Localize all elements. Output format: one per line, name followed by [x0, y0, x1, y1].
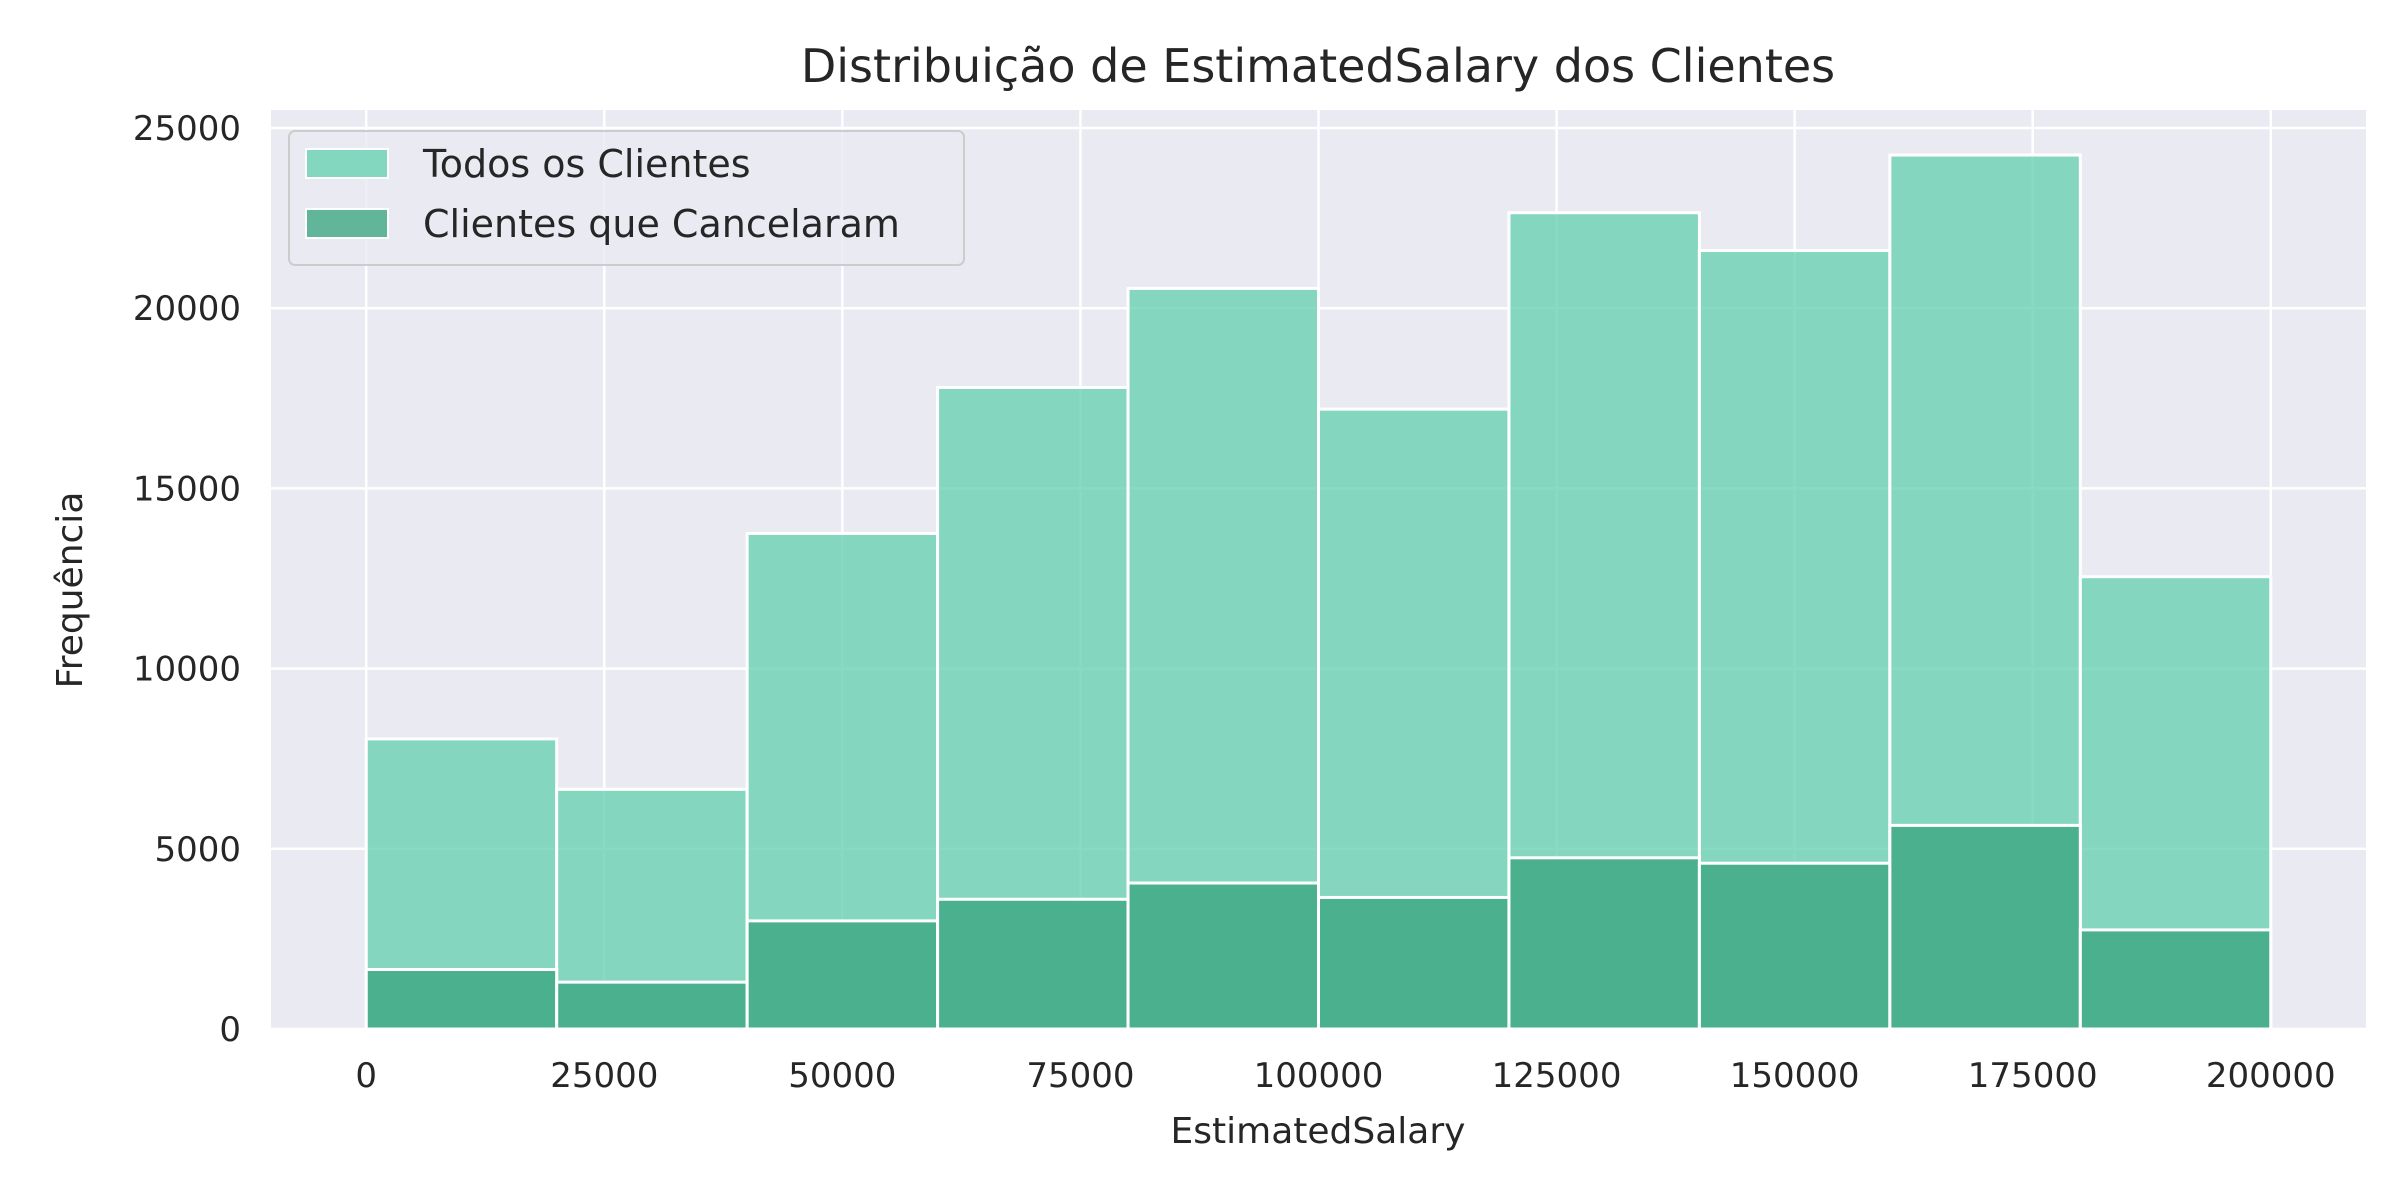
legend-label-all-clients: Todos os Clientes: [422, 142, 751, 186]
x-tick-label: 150000: [1730, 1056, 1860, 1096]
legend: Todos os Clientes Clientes que Cancelara…: [288, 130, 965, 266]
x-tick-label: 200000: [2206, 1056, 2336, 1096]
x-tick-label: 100000: [1254, 1056, 1384, 1096]
y-tick-label: 5000: [154, 830, 241, 870]
legend-swatch-churned-clients: [305, 208, 389, 239]
y-tick-label: 20000: [133, 289, 241, 329]
x-tick-label: 0: [355, 1056, 377, 1096]
y-tick-label: 25000: [133, 109, 241, 149]
x-axis-title: EstimatedSalary: [1171, 1111, 1466, 1152]
chart-title: Distribuição de EstimatedSalary dos Clie…: [801, 39, 1835, 93]
bar-churned-clients: [936, 897, 1130, 1031]
bar-churned-clients: [2078, 928, 2273, 1031]
x-tick-label: 175000: [1968, 1056, 2098, 1096]
bar-churned-clients: [364, 968, 559, 1031]
y-tick-label: 0: [219, 1010, 241, 1050]
y-axis-title: Frequência: [50, 492, 91, 689]
bar-churned-clients: [745, 919, 940, 1031]
legend-label-churned-clients: Clientes que Cancelaram: [423, 202, 900, 246]
x-tick-labels: 0 25000 50000 75000 100000 125000 150000 175000…: [355, 1056, 2335, 1096]
legend-swatch-all-clients: [305, 148, 389, 179]
y-tick-label: 10000: [133, 650, 241, 690]
y-tick-label: 15000: [133, 469, 241, 509]
bar-churned-clients: [1697, 861, 1892, 1031]
bar-churned-clients: [1888, 823, 2082, 1031]
x-tick-label: 125000: [1492, 1056, 1622, 1096]
x-tick-label: 50000: [788, 1056, 896, 1096]
x-tick-label: 75000: [1026, 1056, 1134, 1096]
x-tick-label: 25000: [550, 1056, 658, 1096]
bar-churned-clients: [555, 980, 749, 1031]
bar-churned-clients: [1507, 856, 1701, 1031]
series-churned-clients-bars: [364, 823, 2273, 1031]
bar-churned-clients: [1126, 881, 1320, 1031]
legend-frame: [288, 130, 965, 266]
y-tick-labels: 0 5000 10000 15000 20000 25000: [133, 109, 241, 1050]
bar-churned-clients: [1317, 895, 1511, 1031]
